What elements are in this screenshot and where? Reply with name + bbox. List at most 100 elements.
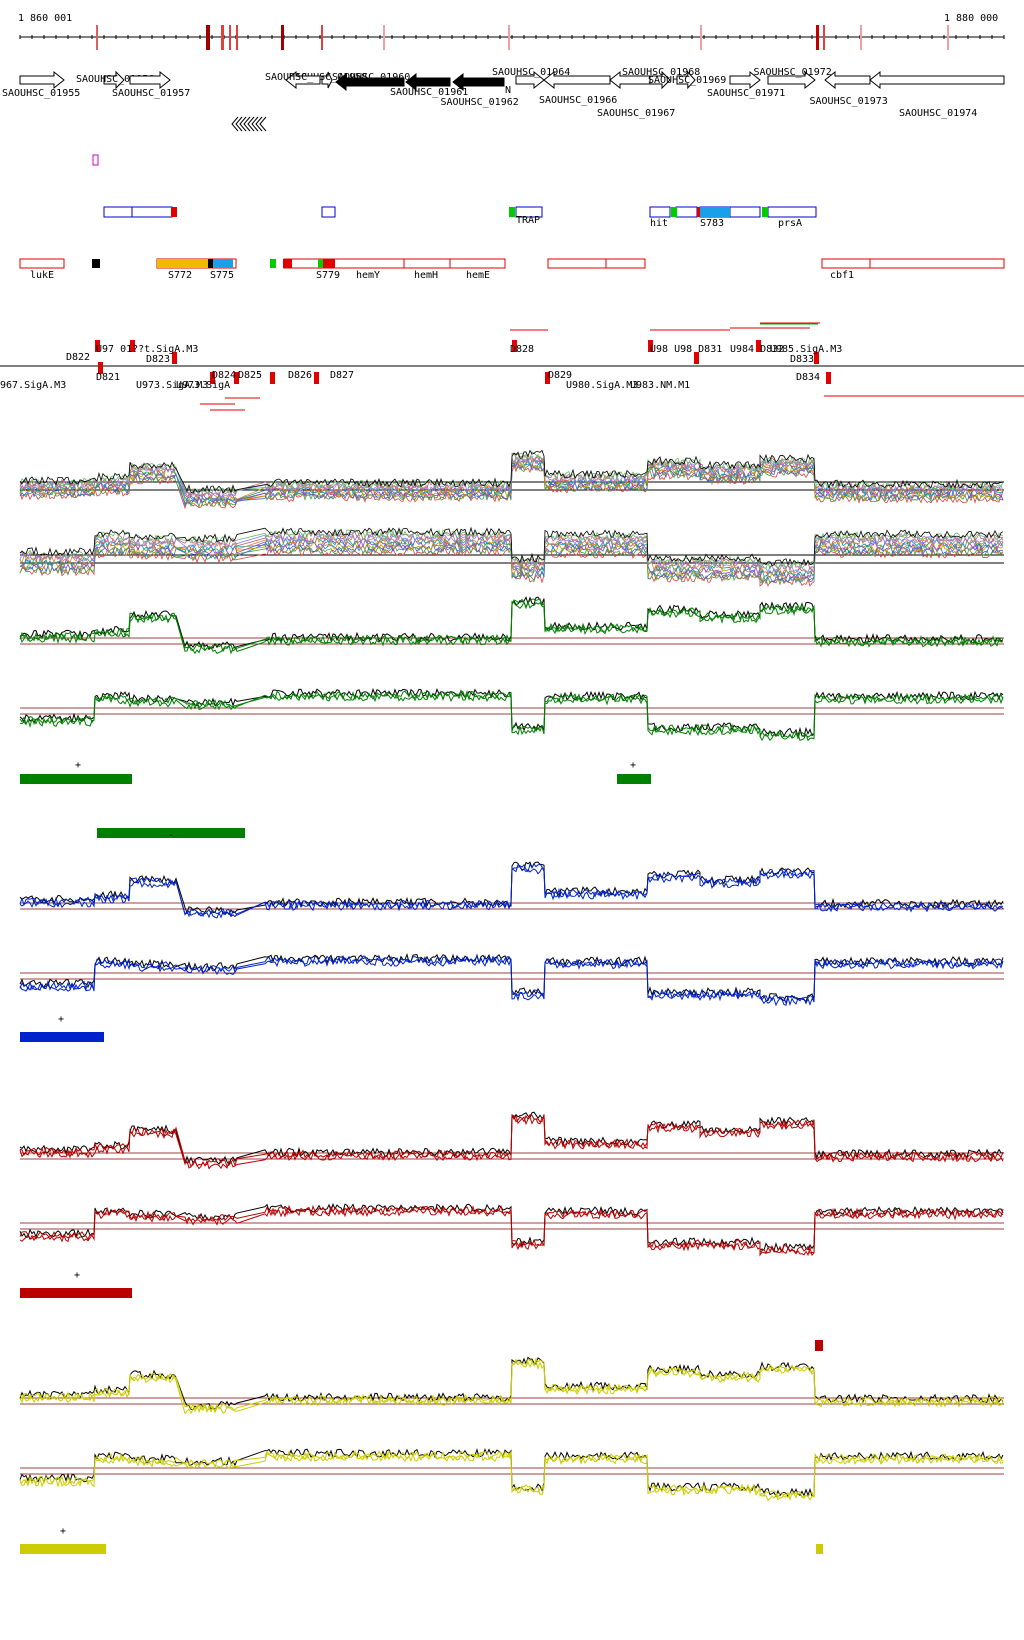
strand-sign: + bbox=[630, 760, 636, 771]
ruler-feature-mark bbox=[221, 25, 224, 50]
operon-label: prsA bbox=[778, 218, 802, 229]
promoter-label: 967.SigA.M3 bbox=[0, 380, 66, 391]
expression-line bbox=[19, 1204, 1004, 1254]
operon-fill bbox=[700, 207, 730, 217]
promoter-label: U973.SigA.M3 bbox=[136, 380, 208, 391]
promoter-mark bbox=[172, 352, 177, 364]
gene-arrow[interactable] bbox=[649, 70, 671, 90]
gene-arrow[interactable] bbox=[285, 70, 321, 90]
promoter-label: D822 bbox=[66, 352, 90, 363]
gene-arrow[interactable] bbox=[676, 70, 696, 90]
expression-line bbox=[19, 954, 1004, 1005]
gene-label: SAOUHSC_01974 bbox=[899, 108, 977, 119]
ruler-feature-mark bbox=[816, 25, 819, 50]
operon-box bbox=[675, 206, 698, 218]
promoter-label: D823 bbox=[146, 354, 170, 365]
promoter-label: D827 bbox=[330, 370, 354, 381]
promoter-label: D834 bbox=[796, 372, 820, 383]
regulon-label: S772 bbox=[168, 270, 192, 281]
gene-arrow[interactable] bbox=[103, 70, 125, 90]
promoter-label: D829 bbox=[548, 370, 572, 381]
promoter-mark bbox=[314, 372, 319, 384]
regulon-mark bbox=[213, 259, 233, 268]
magenta-marker bbox=[92, 154, 99, 166]
gene-arrow[interactable] bbox=[869, 70, 1005, 90]
operon-label: TRAP bbox=[516, 215, 540, 226]
ruler-feature-mark bbox=[383, 25, 385, 50]
gene-arrow[interactable] bbox=[515, 70, 545, 90]
regulon-label: hemE bbox=[466, 270, 490, 281]
regulon-track[interactable]: lukE S772 S775 S779 hemY hemH hemE cbf1 bbox=[19, 258, 1005, 281]
segment-bar bbox=[20, 1032, 104, 1042]
ruler-feature-mark bbox=[947, 25, 949, 50]
promoter-label: U98 U98 D831 bbox=[650, 344, 722, 355]
gene-arrow[interactable] bbox=[321, 71, 333, 89]
expression-line bbox=[19, 1451, 1004, 1502]
operon-mark bbox=[171, 207, 177, 217]
gene-label: SAOUHSC_01956 bbox=[76, 74, 154, 85]
operon-track[interactable]: TRAP hit S783 prsA bbox=[103, 206, 817, 229]
small-arrow bbox=[247, 116, 255, 132]
coordinate-end-label: 1 880 000 bbox=[944, 13, 999, 24]
gene-arrow[interactable] bbox=[129, 70, 171, 90]
gene-arrow[interactable] bbox=[452, 72, 505, 92]
gene-arrow[interactable] bbox=[335, 72, 405, 92]
strand-sign: + bbox=[75, 760, 81, 771]
operon-mark bbox=[509, 207, 515, 217]
ruler-feature-mark bbox=[321, 25, 323, 50]
expression-line bbox=[19, 540, 1004, 582]
promoter-mark bbox=[210, 372, 215, 384]
regulon-box bbox=[869, 258, 1005, 269]
expression-line bbox=[19, 1357, 1004, 1413]
gene-arrow[interactable] bbox=[729, 70, 761, 90]
promoter-label: U980.SigA.M3 bbox=[566, 380, 638, 391]
regulon-mark bbox=[208, 259, 213, 268]
gene-label: SAOUHSC_01973 bbox=[810, 96, 888, 107]
promoter-mark bbox=[270, 372, 275, 384]
operon-mark bbox=[671, 207, 677, 217]
regulon-mark bbox=[323, 259, 335, 268]
gene-annotation-track[interactable]: SAOUHSC_01955 SAOUHSC_01956 SAOUHSC_01957 S… bbox=[2, 67, 1005, 119]
operon-label: S783 bbox=[700, 218, 724, 229]
ruler-feature-mark bbox=[860, 25, 862, 50]
gene-label: SAOUHSC_01958 bbox=[289, 72, 367, 83]
expression-line bbox=[19, 1359, 1004, 1415]
gene-arrow[interactable] bbox=[405, 72, 451, 92]
expression-line bbox=[19, 528, 1004, 570]
promoter-label: U985.SigA.M3 bbox=[770, 344, 842, 355]
gene-arrow[interactable] bbox=[767, 70, 816, 90]
gene-arrow[interactable] bbox=[19, 70, 65, 90]
gene-extra-label: N bbox=[505, 85, 511, 96]
promoter-mark bbox=[694, 352, 699, 364]
expression-line bbox=[19, 1207, 1004, 1257]
promoter-label: D821 bbox=[96, 372, 120, 383]
regulon-mark bbox=[283, 259, 292, 268]
operon-label: hit bbox=[650, 218, 668, 229]
expression-line bbox=[19, 953, 1004, 1003]
regulon-label: cbf1 bbox=[830, 270, 854, 281]
gene-label: SAOUHSC_01955 bbox=[2, 88, 80, 99]
gene-label: SAOUHSC_01971 bbox=[707, 88, 785, 99]
ruler-feature-mark bbox=[206, 25, 210, 50]
expression-line bbox=[19, 449, 1004, 495]
gene-label: SAOUHSC_01969 bbox=[648, 75, 726, 86]
promoter-mark bbox=[234, 372, 239, 384]
regulon-label: hemH bbox=[414, 270, 438, 281]
ruler-feature-mark bbox=[96, 25, 98, 50]
gene-label: SAOUHSC_01960 bbox=[332, 72, 410, 83]
gene-arrow[interactable] bbox=[543, 70, 611, 90]
operon-box bbox=[103, 206, 133, 218]
expression-line bbox=[19, 538, 1004, 580]
expression-line bbox=[19, 463, 1004, 510]
gene-arrow[interactable] bbox=[824, 70, 871, 90]
regulon-box bbox=[323, 258, 405, 269]
segment-bar bbox=[816, 1544, 823, 1554]
gene-label: SAOUHSC_01964 bbox=[492, 67, 570, 78]
strand-sign: - bbox=[168, 830, 174, 841]
promoter-mark bbox=[98, 362, 103, 374]
gene-label: SAOUHSC_01966 bbox=[539, 95, 617, 106]
expression-line bbox=[19, 866, 1004, 919]
regulon-mark bbox=[157, 259, 209, 268]
